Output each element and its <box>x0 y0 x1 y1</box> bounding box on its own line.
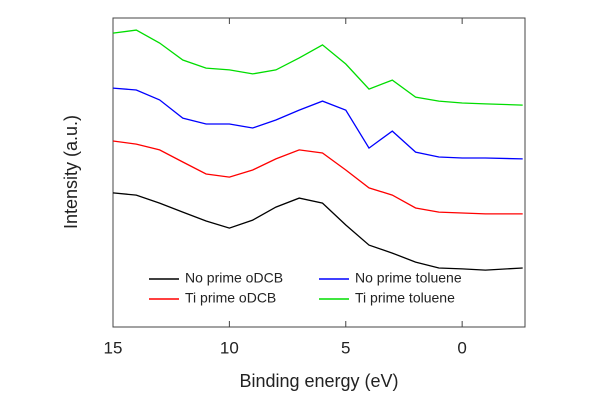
x-tick-label: 15 <box>104 338 123 357</box>
legend-label: Ti prime oDCB <box>185 290 276 306</box>
legend-label: Ti prime toluene <box>355 290 455 306</box>
series-line <box>112 87 523 160</box>
series-line <box>112 29 523 106</box>
x-tick-label: 5 <box>341 338 350 357</box>
y-axis-label: Intensity (a.u.) <box>61 115 81 229</box>
legend-label: No prime oDCB <box>185 270 283 286</box>
plot-frame <box>112 17 526 328</box>
x-tick-label: 0 <box>457 338 466 357</box>
series-line <box>112 192 523 271</box>
x-tick-label: 10 <box>220 338 239 357</box>
x-axis-label: Binding energy (eV) <box>239 371 398 391</box>
legend-label: No prime toluene <box>355 270 462 286</box>
series-line <box>112 140 523 215</box>
